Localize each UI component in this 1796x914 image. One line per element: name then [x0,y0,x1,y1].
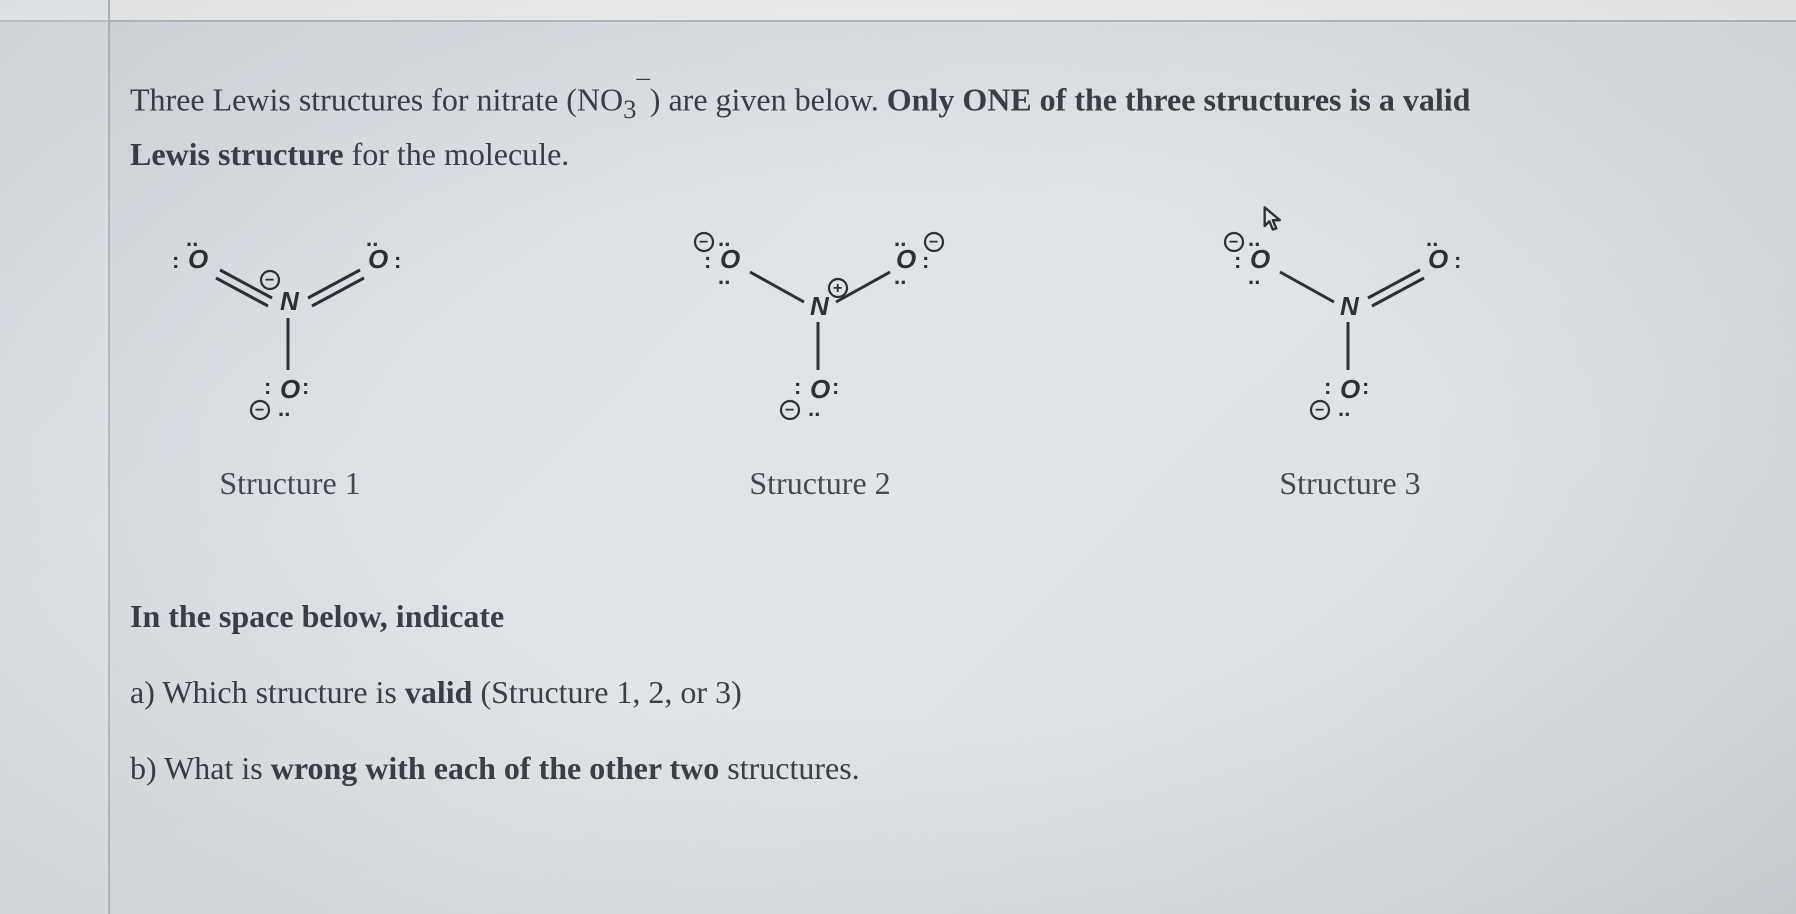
svg-text::: : [1324,374,1331,399]
svg-text::: : [302,374,309,399]
qa-pre: a) Which structure is [130,674,405,710]
structure-3-label: Structure 3 [1190,465,1510,502]
svg-text:−: − [929,234,938,251]
structures-row: N O : . . O : . . O : : . . [130,220,1776,502]
instructions-line: In the space below, indicate [130,592,1776,640]
structure-1: N O : . . O : . . O : : . . [130,220,450,502]
prompt-bold-1: Only ONE of the three structures is a va… [887,82,1471,118]
svg-text:−: − [1229,234,1238,251]
svg-text:−: − [1315,402,1324,419]
qa-bold: valid [405,674,473,710]
questions-block: In the space below, indicate a) Which st… [130,592,1776,792]
structure-1-svg: N O : . . O : . . O : : . . [160,220,420,430]
prompt-text-1: Three Lewis structures for nitrate (NO [130,82,623,118]
structure-2-svg: N O : . . . . O : . . . . O : : . . [690,220,950,430]
question-b: b) What is wrong with each of the other … [130,744,1776,792]
structure-2: N O : . . . . O : . . . . O : : . . [660,220,980,502]
svg-text:+: + [833,280,842,297]
svg-text::: : [922,248,929,273]
structure-1-label: Structure 1 [130,465,450,502]
svg-text:−: − [699,234,708,251]
n-atom: N [810,291,830,321]
question-content: Three Lewis structures for nitrate (NO3¯… [130,70,1776,820]
n-atom: N [280,286,300,316]
svg-text::: : [394,248,401,273]
left-frame-border [0,0,110,914]
qb-pre: b) What is [130,750,271,786]
svg-text:−: − [265,272,274,289]
prompt-text-2: ) are given below. [650,82,887,118]
svg-text::: : [264,374,271,399]
n-atom: N [1340,291,1360,321]
structure-3: N O : . . . . O : . . O : : . . [1190,220,1510,502]
qa-post: (Structure 1, 2, or 3) [472,674,741,710]
svg-text::: : [794,374,801,399]
qb-bold: wrong with each of the other two [271,750,720,786]
structure-2-label: Structure 2 [660,465,980,502]
formula-sup: ¯ [636,75,649,105]
structure-3-svg: N O : . . . . O : . . O : : . . [1220,220,1480,430]
cursor-icon [1260,205,1288,233]
svg-text:−: − [255,402,264,419]
svg-text::: : [1362,374,1369,399]
question-a: a) Which structure is valid (Structure 1… [130,668,1776,716]
formula-sub: 3 [623,94,636,124]
prompt-bold-2: Lewis structure [130,136,344,172]
svg-text::: : [1454,248,1461,273]
svg-text::: : [832,374,839,399]
prompt-paragraph: Three Lewis structures for nitrate (NO3¯… [130,70,1776,180]
top-frame-border [0,0,1796,22]
svg-text::: : [172,248,179,273]
qb-post: structures. [719,750,859,786]
prompt-text-3: for the molecule. [344,136,570,172]
svg-text:−: − [785,402,794,419]
